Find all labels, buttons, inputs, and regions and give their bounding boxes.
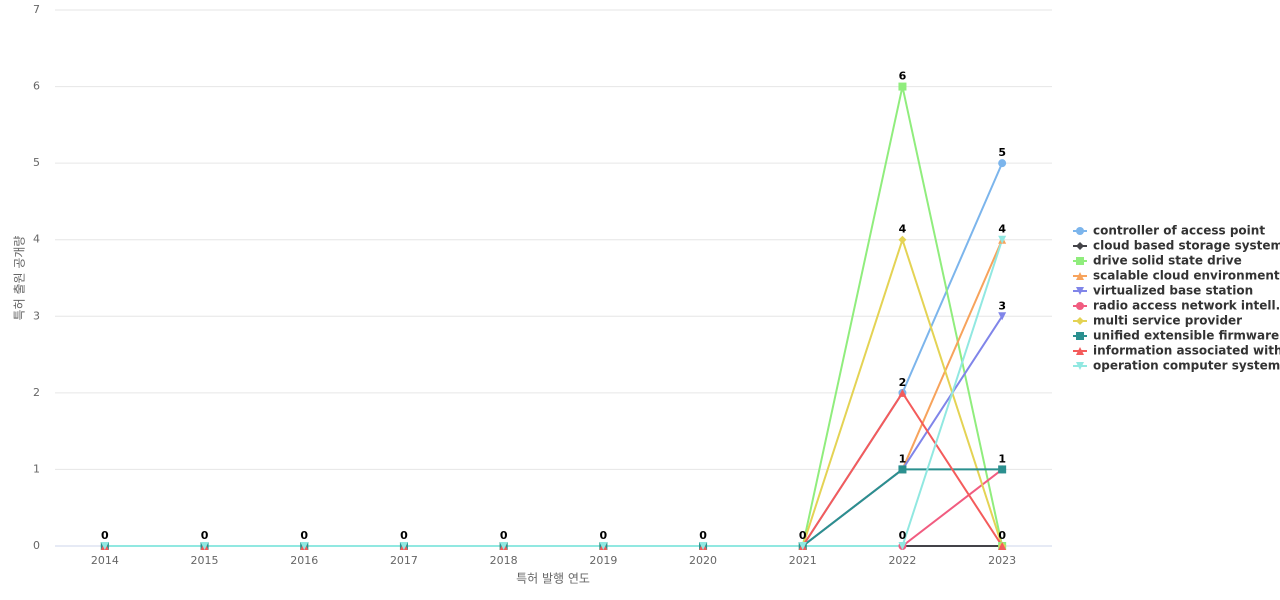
- x-tick-label: 2019: [589, 554, 617, 567]
- x-tick-label: 2023: [988, 554, 1016, 567]
- x-tick-label: 2018: [490, 554, 518, 567]
- legend-label: drive solid state drive: [1093, 254, 1242, 268]
- legend-symbol: [1076, 317, 1084, 325]
- point-marker: [998, 542, 1007, 550]
- point-marker: [599, 542, 608, 550]
- y-tick-label: 4: [33, 233, 40, 246]
- point-marker: [898, 465, 907, 474]
- x-tick-label: 2014: [91, 554, 119, 567]
- data-label: 0: [400, 529, 408, 542]
- point-marker: [699, 542, 708, 550]
- point-marker: [998, 235, 1007, 244]
- data-label: 3: [998, 299, 1006, 312]
- x-tick-label: 2015: [191, 554, 219, 567]
- point-marker: [998, 159, 1007, 168]
- legend-label: information associated with...: [1093, 344, 1280, 358]
- legend-label: virtualized base station: [1093, 284, 1253, 298]
- data-label: 2: [899, 376, 907, 389]
- y-tick-label: 2: [33, 386, 40, 399]
- legend-symbol: [1076, 257, 1084, 265]
- data-label: 6: [899, 70, 907, 83]
- legend-label: multi service provider: [1093, 314, 1242, 328]
- legend-symbol: [1076, 302, 1084, 310]
- legend-symbol: [1076, 227, 1084, 235]
- y-tick-label: 0: [33, 539, 40, 552]
- data-label: 5: [998, 146, 1006, 159]
- y-tick-label: 3: [33, 309, 40, 322]
- y-tick-label: 1: [33, 462, 40, 475]
- legend-label: scalable cloud environment: [1093, 269, 1280, 283]
- data-label: 4: [899, 223, 907, 236]
- series-line: [104, 162, 1004, 547]
- y-tick-label: 6: [33, 80, 40, 93]
- data-label: 0: [101, 529, 109, 542]
- data-label: 0: [799, 529, 807, 542]
- series-line: [104, 468, 1003, 547]
- data-label: 0: [600, 529, 608, 542]
- point-marker: [399, 542, 408, 550]
- series-line: [104, 239, 1004, 547]
- point-marker: [499, 542, 508, 550]
- data-label: 0: [300, 529, 308, 542]
- point-marker: [200, 542, 209, 550]
- point-marker: [798, 542, 807, 550]
- data-label: 0: [201, 529, 209, 542]
- legend-label: unified extensible firmware...: [1093, 329, 1280, 343]
- point-marker: [898, 82, 907, 91]
- x-tick-label: 2022: [888, 554, 916, 567]
- legend-symbol: [1076, 332, 1084, 340]
- data-label: 0: [699, 529, 707, 542]
- data-label: 1: [899, 452, 907, 465]
- y-tick-label: 5: [33, 156, 40, 169]
- data-label: 0: [998, 529, 1006, 542]
- point-marker: [998, 312, 1007, 321]
- x-tick-label: 2017: [390, 554, 418, 567]
- x-tick-label: 2021: [789, 554, 817, 567]
- x-tick-label: 2020: [689, 554, 717, 567]
- data-label: 4: [998, 223, 1006, 236]
- data-label: 0: [899, 529, 907, 542]
- legend-symbol: [1076, 272, 1084, 280]
- data-label: 1: [998, 452, 1006, 465]
- y-axis-title: 특허 출원 공개량: [13, 236, 27, 321]
- series-line: [104, 468, 1003, 547]
- legend-symbol: [1076, 242, 1084, 250]
- legend-label: controller of access point: [1093, 224, 1265, 238]
- y-tick-label: 7: [33, 3, 40, 16]
- point-marker: [100, 542, 109, 550]
- legend-symbol: [1076, 347, 1084, 355]
- point-marker: [898, 388, 907, 397]
- legend-label: cloud based storage system: [1093, 239, 1280, 253]
- series-line: [104, 315, 1003, 547]
- data-label: 0: [500, 529, 508, 542]
- point-marker: [898, 542, 907, 550]
- legend-label: operation computer system: [1093, 359, 1280, 373]
- x-axis-title: 특허 발행 연도: [516, 571, 590, 586]
- legend-symbol: [1076, 362, 1084, 370]
- legend-label: radio access network intell...: [1093, 299, 1280, 313]
- x-tick-label: 2016: [290, 554, 318, 567]
- point-marker: [300, 542, 309, 550]
- point-marker: [998, 465, 1007, 474]
- point-marker: [898, 235, 907, 244]
- legend-symbol: [1076, 287, 1084, 295]
